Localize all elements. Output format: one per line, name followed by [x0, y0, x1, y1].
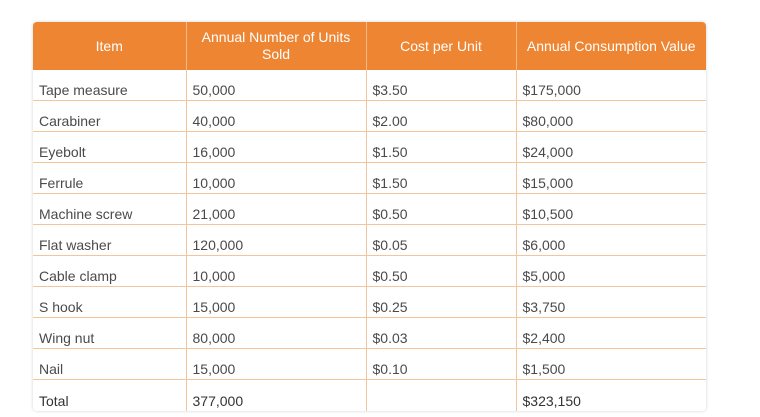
header-annual-units-sold: Annual Number of Units Sold [186, 22, 367, 70]
cell-units-sold: 80,000 [186, 317, 367, 349]
total-consumption-value: $323,150 [522, 393, 581, 409]
cell-consumption-value: $6,000 [516, 224, 706, 256]
cell-consumption-value: $1,500 [516, 348, 706, 380]
table-row: Eyebolt 16,000 $1.50 $24,000 [33, 131, 706, 163]
cell-consumption-value: $10,500 [516, 193, 706, 225]
cell-units-sold: 16,000 [186, 131, 367, 163]
cell-units-sold: 21,000 [186, 193, 367, 225]
header-cost-per-unit: Cost per Unit [366, 22, 517, 70]
table-row: Cable clamp 10,000 $0.50 $5,000 [33, 255, 706, 287]
cell-consumption-value: $2,400 [516, 317, 706, 349]
cell-item: S hook [33, 286, 187, 318]
table-row: Carabiner 40,000 $2.00 $80,000 [33, 100, 706, 132]
table-row: Flat washer 120,000 $0.05 $6,000 [33, 224, 706, 256]
cell-units-sold: 10,000 [186, 162, 367, 194]
table-row: Wing nut 80,000 $0.03 $2,400 [33, 317, 706, 349]
cell-consumption-value: $5,000 [516, 255, 706, 287]
table-row: Tape measure 50,000 $3.50 $175,000 [33, 70, 706, 101]
table-header-row: Item Annual Number of Units Sold Cost pe… [33, 22, 706, 70]
table-row: Nail 15,000 $0.10 $1,500 [33, 348, 706, 380]
cell-consumption-value: $15,000 [516, 162, 706, 194]
cell-consumption-value: $175,000 [516, 70, 706, 101]
total-label: Total [33, 379, 187, 411]
cell-cost-per-unit: $0.50 [366, 255, 517, 287]
cell-units-sold: 120,000 [186, 224, 367, 256]
cell-cost-per-unit: $2.00 [366, 100, 517, 132]
cell-item: Eyebolt [33, 131, 187, 163]
cell-item: Carabiner [33, 100, 187, 132]
cell-cost-per-unit: $0.05 [366, 224, 517, 256]
cell-consumption-value: $24,000 [516, 131, 706, 163]
table-row: Ferrule 10,000 $1.50 $15,000 [33, 162, 706, 194]
cell-item: Ferrule [33, 162, 187, 194]
cell-units-sold: 50,000 [186, 70, 367, 101]
cell-units-sold: 15,000 [186, 286, 367, 318]
cell-item: Flat washer [33, 224, 187, 256]
cell-item: Cable clamp [33, 255, 187, 287]
cell-cost-per-unit: $0.50 [366, 193, 517, 225]
total-cost-per-unit [366, 379, 517, 411]
cell-units-sold: 40,000 [186, 100, 367, 132]
total-units-sold: 377,000 [186, 379, 367, 411]
cell-cost-per-unit: $0.25 [366, 286, 517, 318]
table-total-row: Total 377,000 $323,150 [33, 379, 706, 411]
cell-consumption-value: $3,750 [516, 286, 706, 318]
table-row: Machine screw 21,000 $0.50 $10,500 [33, 193, 706, 225]
cell-item: Tape measure [33, 70, 187, 101]
cell-item: Wing nut [33, 317, 187, 349]
cell-units-sold: 15,000 [186, 348, 367, 380]
data-table-container: Item Annual Number of Units Sold Cost pe… [33, 22, 706, 411]
cell-cost-per-unit: $1.50 [366, 131, 517, 163]
cell-item: Nail [33, 348, 187, 380]
cell-cost-per-unit: $0.10 [366, 348, 517, 380]
cell-item: Machine screw [33, 193, 187, 225]
cell-units-sold: 10,000 [186, 255, 367, 287]
cell-cost-per-unit: $0.03 [366, 317, 517, 349]
header-item: Item [33, 22, 187, 70]
consumption-value-table: Item Annual Number of Units Sold Cost pe… [33, 22, 706, 411]
table-row: S hook 15,000 $0.25 $3,750 [33, 286, 706, 318]
header-annual-consumption-value: Annual Consumption Value [516, 22, 706, 70]
cell-cost-per-unit: $3.50 [366, 70, 517, 101]
cell-cost-per-unit: $1.50 [366, 162, 517, 194]
cell-consumption-value: $80,000 [516, 100, 706, 132]
